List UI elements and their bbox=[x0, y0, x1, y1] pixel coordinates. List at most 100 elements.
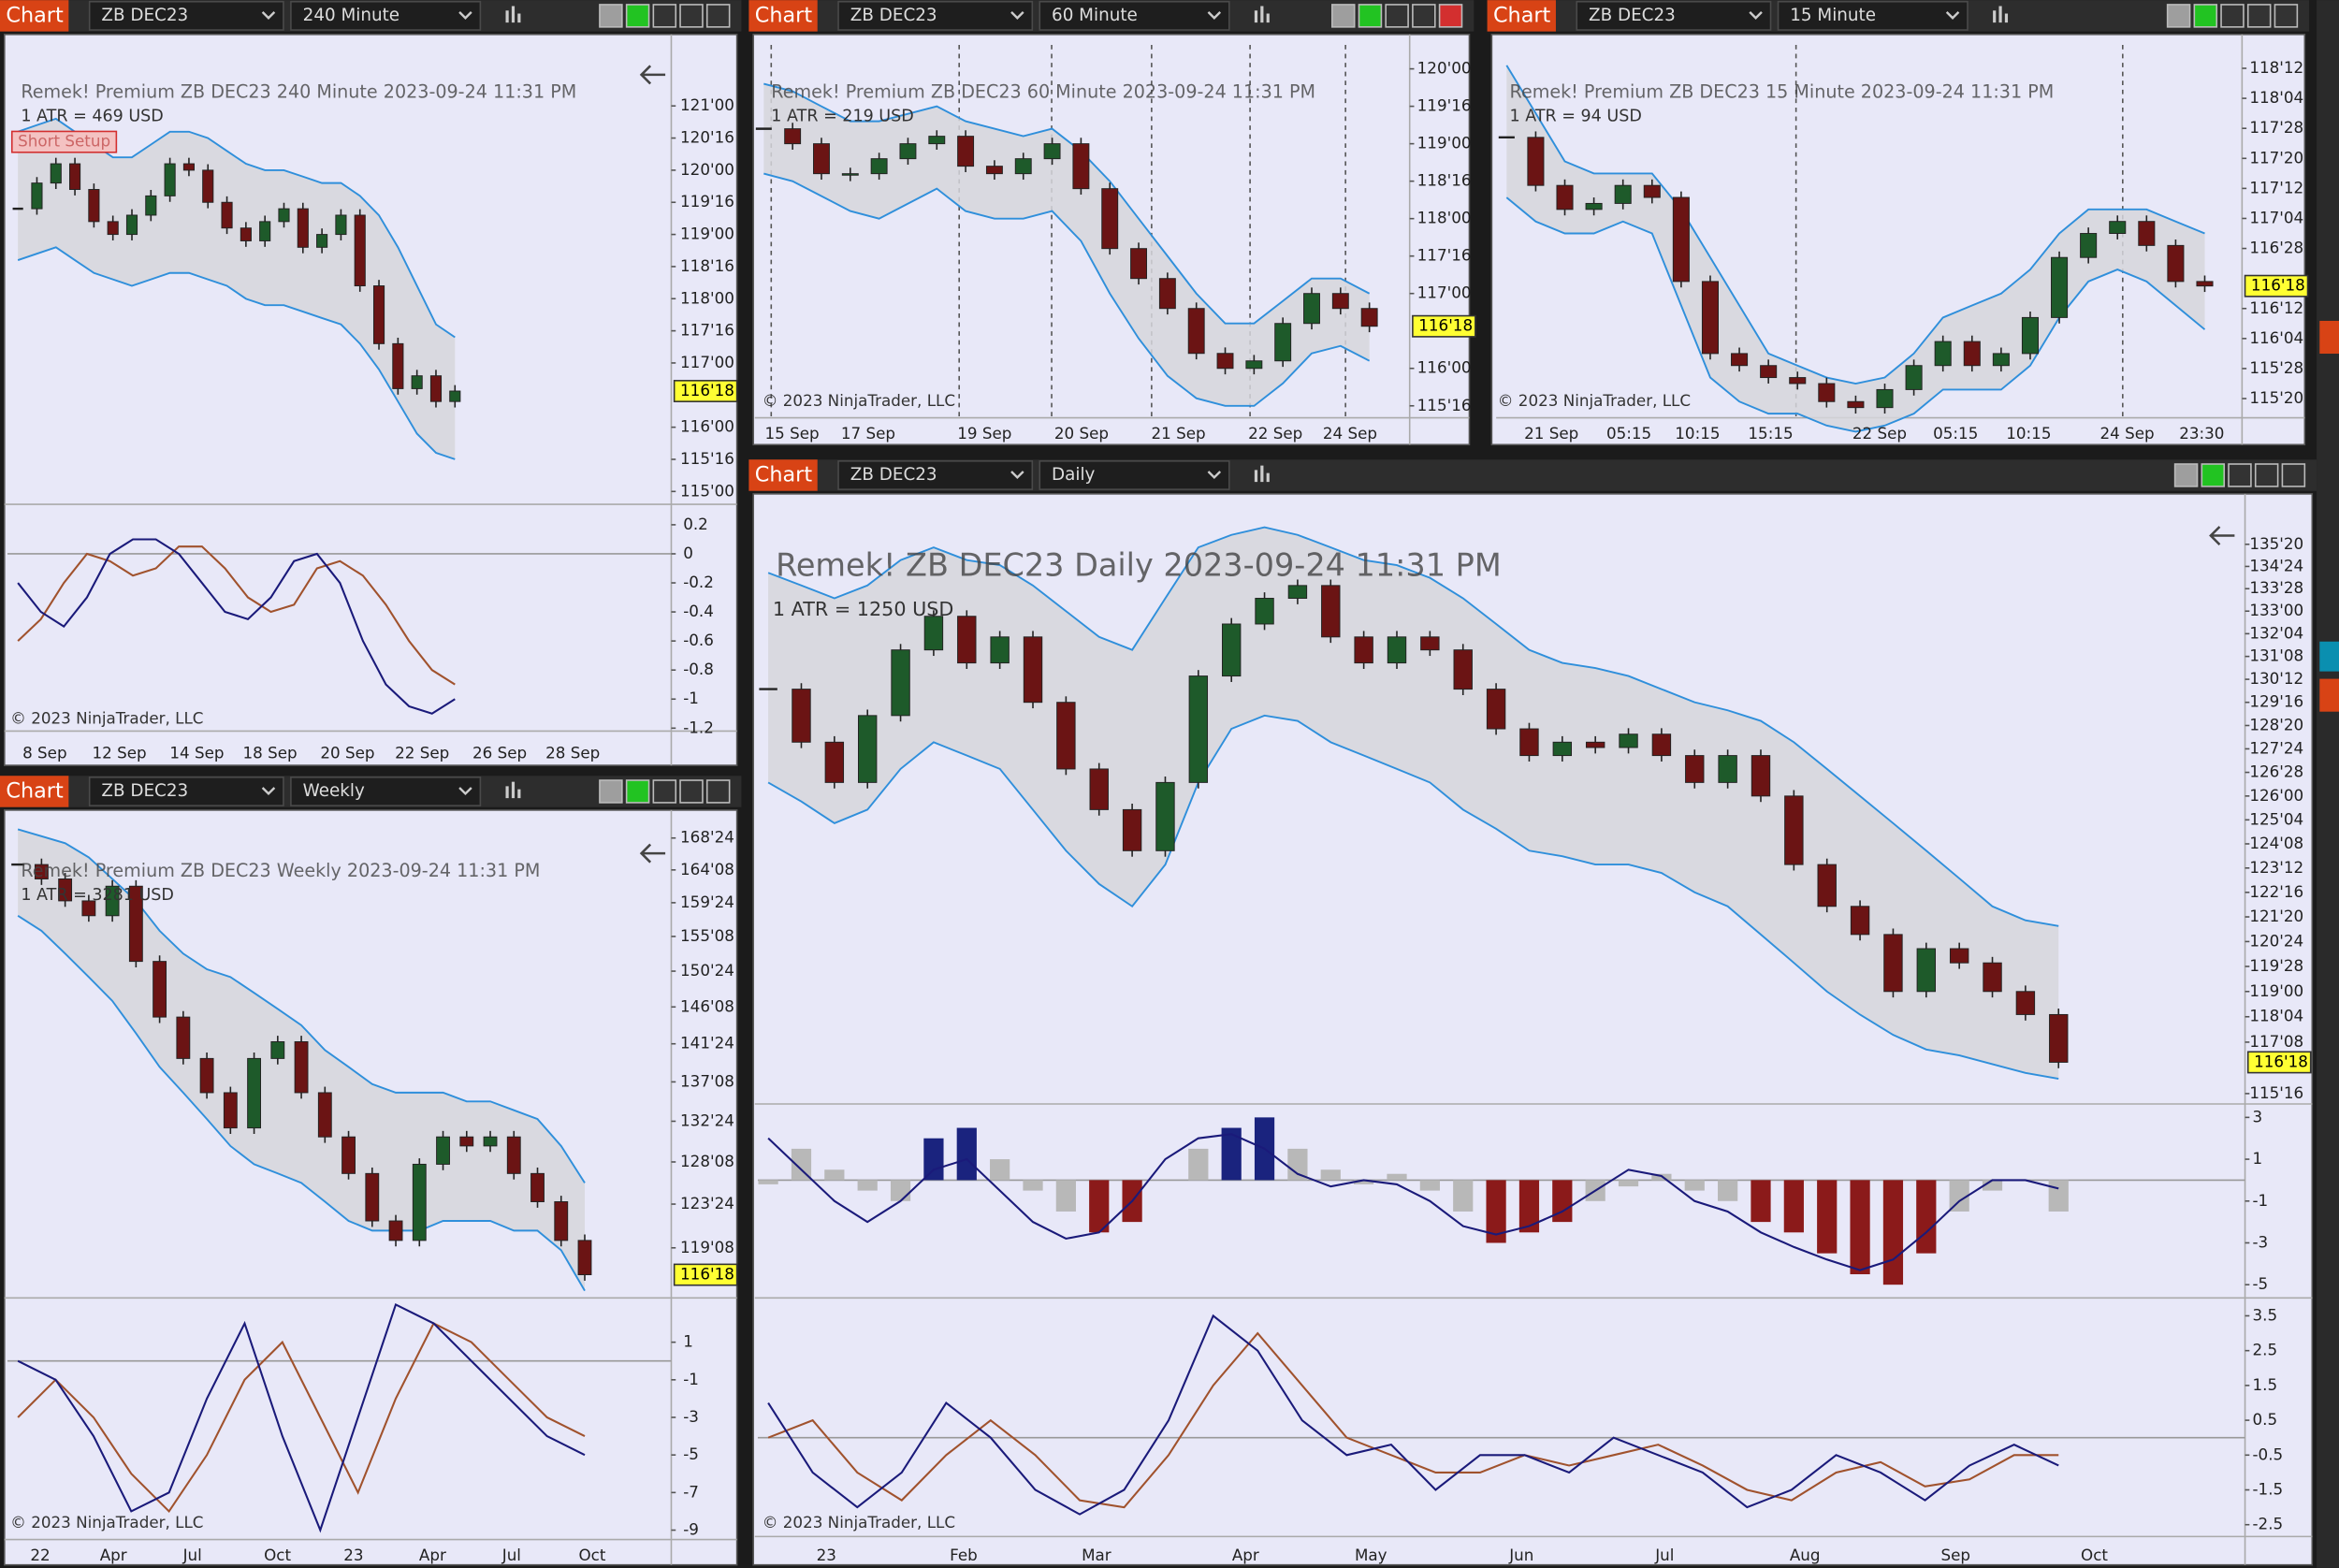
candle bbox=[928, 136, 946, 145]
dropdown-chevron bbox=[1207, 11, 1222, 20]
dropdown-chevron bbox=[1945, 11, 1960, 20]
candle bbox=[1992, 353, 2010, 367]
window-button[interactable] bbox=[2220, 4, 2245, 28]
y-tick-label: 119'16 bbox=[680, 192, 734, 211]
x-tick-label: 10:15 bbox=[1675, 424, 1720, 443]
window-button[interactable] bbox=[1330, 4, 1356, 28]
window-button[interactable] bbox=[625, 779, 650, 804]
histogram-bar bbox=[1949, 1180, 1969, 1212]
candle bbox=[459, 1136, 474, 1147]
window-button[interactable] bbox=[2254, 463, 2279, 487]
window-button[interactable] bbox=[1385, 4, 1409, 28]
histogram-bar bbox=[1419, 1180, 1440, 1191]
chart-window: Chart ZB DEC23 Daily 135'20 134'24 133'28 133'… bbox=[748, 459, 2317, 1566]
last-price-label: 116'18 bbox=[1418, 316, 1473, 335]
interval-dropdown[interactable] bbox=[1039, 0, 1230, 31]
instrument-dropdown[interactable] bbox=[88, 0, 284, 31]
window-button[interactable] bbox=[705, 779, 731, 804]
histogram-bar bbox=[1817, 1180, 1838, 1254]
window-button[interactable] bbox=[705, 4, 731, 28]
y-tick-label: -3 bbox=[683, 1407, 699, 1426]
window-button[interactable] bbox=[599, 4, 623, 28]
window-button[interactable] bbox=[2166, 4, 2191, 28]
side-tab bbox=[2319, 320, 2339, 355]
y-tick-label: 159'24 bbox=[680, 893, 734, 911]
bar-style-icon[interactable] bbox=[1993, 6, 2009, 23]
y-tick-label: 2.5 bbox=[2253, 1341, 2278, 1359]
interval-dropdown[interactable] bbox=[1777, 0, 1969, 31]
candle bbox=[1453, 649, 1473, 690]
candle bbox=[530, 1172, 545, 1202]
interval-dropdown[interactable] bbox=[290, 777, 482, 806]
window-button[interactable] bbox=[1358, 4, 1383, 28]
candle bbox=[221, 201, 233, 229]
histogram-bar bbox=[956, 1127, 977, 1181]
candle bbox=[1287, 585, 1308, 599]
candle bbox=[1751, 755, 1771, 797]
candle bbox=[1354, 636, 1373, 664]
x-tick-label: May bbox=[1355, 1546, 1387, 1564]
lower-band bbox=[767, 714, 2059, 1080]
y-tick-label: 119'00 bbox=[2249, 981, 2303, 1000]
window-button[interactable] bbox=[2281, 463, 2306, 487]
candle bbox=[449, 390, 461, 402]
instrument-dropdown[interactable] bbox=[88, 777, 284, 806]
bar-style-icon[interactable] bbox=[1254, 465, 1270, 483]
interval-dropdown[interactable] bbox=[1039, 460, 1230, 490]
y-tick-label: 118'00 bbox=[1417, 209, 1472, 227]
instrument-dropdown[interactable] bbox=[837, 460, 1034, 490]
window-button[interactable] bbox=[2193, 4, 2218, 28]
side-strip bbox=[2317, 0, 2339, 1568]
candle bbox=[2080, 233, 2098, 258]
x-tick-label: 21 Sep bbox=[1524, 424, 1578, 443]
lower-band bbox=[763, 172, 1371, 407]
bar-style-icon[interactable] bbox=[505, 781, 521, 799]
window-button[interactable] bbox=[652, 779, 677, 804]
interval-dropdown[interactable] bbox=[290, 0, 482, 31]
candle bbox=[223, 1092, 238, 1129]
x-tick-label: Apr bbox=[419, 1546, 446, 1564]
window-button[interactable] bbox=[2274, 4, 2299, 28]
y-tick-label: 119'16 bbox=[1417, 96, 1472, 115]
window-button[interactable] bbox=[625, 4, 650, 28]
candle bbox=[247, 1057, 261, 1129]
candle bbox=[577, 1240, 592, 1276]
window-button[interactable] bbox=[679, 4, 704, 28]
y-tick-label: 141'24 bbox=[680, 1034, 734, 1053]
candle bbox=[1916, 948, 1937, 993]
back-arrow[interactable] bbox=[2209, 526, 2235, 546]
window-button[interactable] bbox=[2201, 463, 2226, 487]
window-button[interactable] bbox=[1438, 4, 1463, 28]
y-tick-label: -0.2 bbox=[683, 573, 714, 591]
bar-style-icon[interactable] bbox=[505, 6, 521, 23]
instrument-dropdown[interactable] bbox=[1576, 0, 1772, 31]
instrument-dropdown[interactable] bbox=[837, 0, 1034, 31]
chart-header: Remek! Premium ZB DEC23 15 Minute 2023-0… bbox=[1510, 81, 2055, 103]
candle bbox=[294, 1041, 309, 1094]
histogram-bar bbox=[1552, 1180, 1573, 1223]
y-tick-label: 115'28 bbox=[2249, 358, 2303, 377]
y-tick-label: 117'00 bbox=[1417, 283, 1472, 302]
y-tick-label: 115'16 bbox=[2249, 1083, 2303, 1102]
window-button[interactable] bbox=[599, 779, 623, 804]
y-tick-label: 115'00 bbox=[680, 481, 734, 500]
window-button[interactable] bbox=[2173, 463, 2199, 487]
window-button[interactable] bbox=[2228, 463, 2252, 487]
window-button[interactable] bbox=[679, 779, 704, 804]
histogram-bar bbox=[758, 1180, 778, 1184]
back-arrow[interactable] bbox=[639, 843, 666, 864]
window-button[interactable] bbox=[2246, 4, 2272, 28]
chart-tab bbox=[0, 0, 69, 32]
histogram-bar bbox=[1882, 1180, 1904, 1285]
y-tick-label: 128'20 bbox=[2249, 715, 2303, 733]
candle bbox=[1216, 353, 1234, 370]
x-tick-label: Sep bbox=[1940, 1546, 1970, 1564]
bar-style-icon[interactable] bbox=[1254, 6, 1270, 23]
back-arrow[interactable] bbox=[639, 65, 666, 85]
atr-label: 1 ATR = 3281 USD bbox=[21, 886, 174, 905]
histogram-line bbox=[767, 1133, 2059, 1271]
window-button[interactable] bbox=[652, 4, 677, 28]
candle bbox=[1850, 906, 1870, 936]
window-button[interactable] bbox=[1412, 4, 1436, 28]
histogram-bar bbox=[1486, 1180, 1506, 1243]
